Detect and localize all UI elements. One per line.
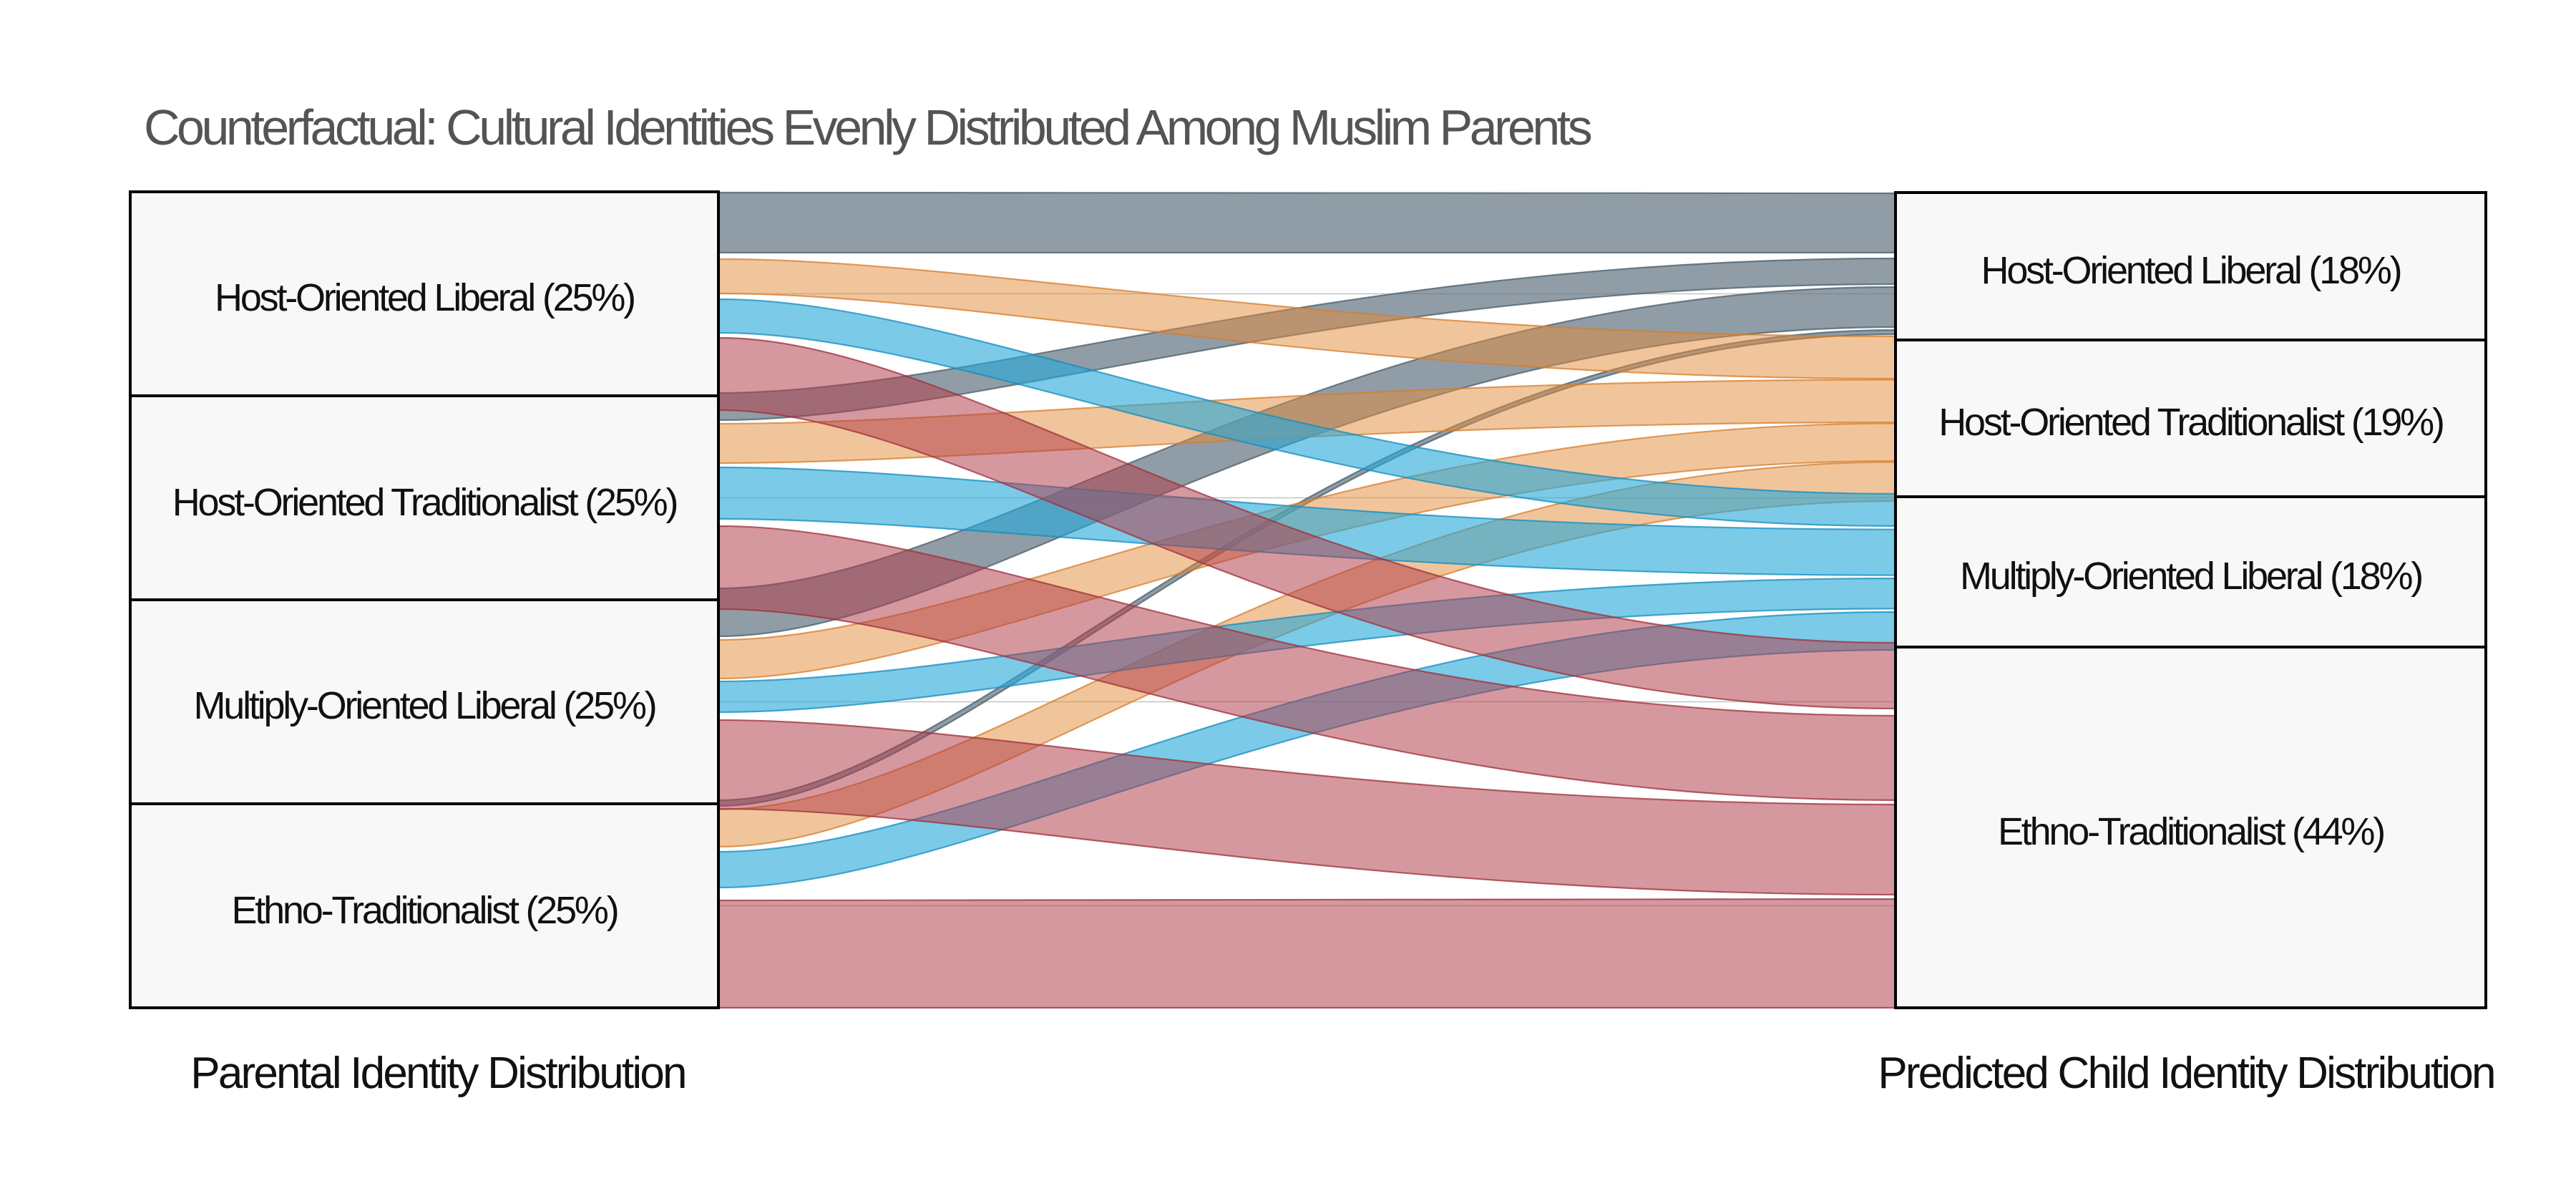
svg-text:Parental Identity Distribution: Parental Identity Distribution (190, 1049, 685, 1098)
svg-text:Multiply-Oriented Liberal (18%: Multiply-Oriented Liberal (18%) (1960, 555, 2421, 598)
svg-text:Predicted Child Identity Distr: Predicted Child Identity Distribution (1878, 1049, 2494, 1098)
svg-text:Host-Oriented Traditionalist (: Host-Oriented Traditionalist (25%) (172, 481, 677, 524)
svg-text:Multiply-Oriented Liberal (25%: Multiply-Oriented Liberal (25%) (193, 684, 655, 727)
svg-text:Host-Oriented Traditionalist (: Host-Oriented Traditionalist (19%) (1938, 401, 2443, 444)
svg-text:Host-Oriented Liberal (25%): Host-Oriented Liberal (25%) (215, 276, 634, 319)
svg-text:Counterfactual: Cultural Ident: Counterfactual: Cultural Identities Even… (144, 99, 1591, 155)
svg-text:Host-Oriented Liberal (18%): Host-Oriented Liberal (18%) (1981, 249, 2401, 292)
svg-text:Ethno-Traditionalist (25%): Ethno-Traditionalist (25%) (231, 889, 617, 932)
svg-text:Ethno-Traditionalist (44%): Ethno-Traditionalist (44%) (1998, 810, 2384, 853)
